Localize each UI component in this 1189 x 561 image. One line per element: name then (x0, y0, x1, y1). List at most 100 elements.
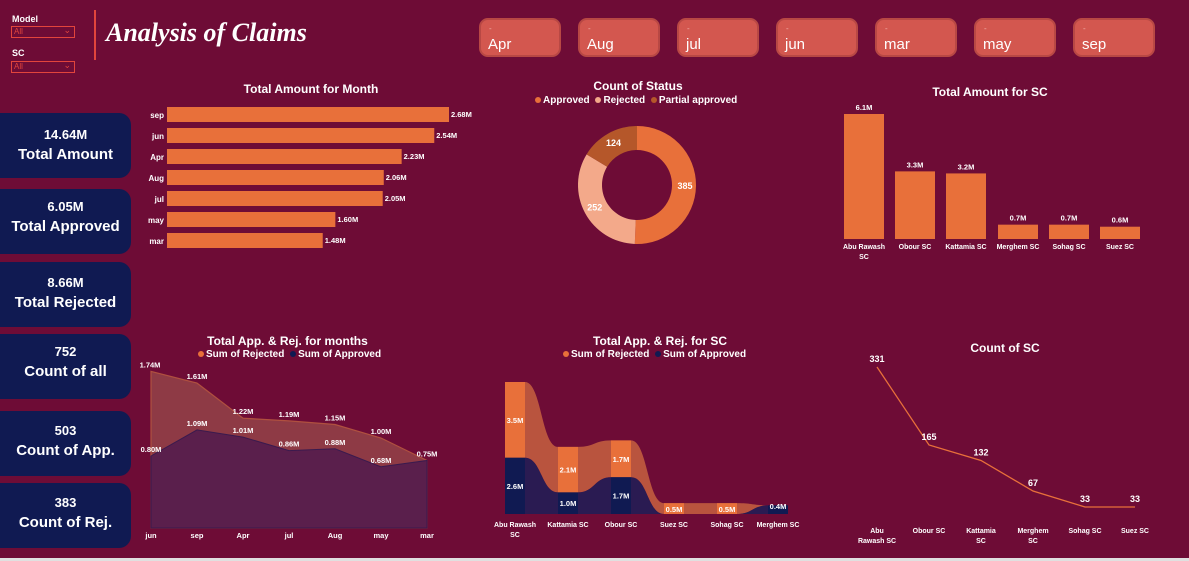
legend-rejected: Rejected (603, 95, 646, 106)
bar (167, 233, 323, 248)
tick-label: Apr (237, 531, 250, 540)
tick-label: Abu Rawash (843, 244, 885, 251)
slice-label: 124 (606, 138, 621, 148)
tick-label: Obour SC (605, 522, 638, 529)
tick-label: jun (151, 132, 164, 141)
model-filter-value: All (14, 27, 23, 36)
bar-approved (611, 477, 631, 514)
month-button-mar[interactable]: - mar (875, 18, 957, 57)
bar-rejected (505, 382, 525, 458)
tick-label: may (148, 216, 165, 225)
tick-label: SC (1028, 538, 1038, 545)
chart-title-app-rej-sc: Total App. & Rej. for SC (593, 334, 727, 348)
data-label: 1.09M (187, 419, 208, 428)
month-button-label: Apr (488, 36, 512, 53)
bar (844, 114, 884, 239)
tick-label: may (373, 531, 389, 540)
chart-title-status: Count of Status (593, 79, 683, 93)
bar-rejected (611, 440, 631, 478)
month-button-sep[interactable]: - sep (1073, 18, 1155, 57)
month-button-jul[interactable]: - jul (677, 18, 759, 57)
slice (586, 126, 637, 167)
bar-approved (558, 492, 578, 514)
data-label: 67 (1028, 478, 1038, 488)
data-label: 0.75M (417, 450, 438, 459)
chart-title-amount-month: Total Amount for Month (243, 82, 379, 96)
data-label: 0.86M (279, 440, 300, 449)
data-label: 2.1M (560, 466, 577, 475)
legend-sum-approved: Sum of Approved (663, 349, 747, 360)
data-label: 1.00M (371, 427, 392, 436)
model-filter-select[interactable]: All ⌄ (11, 25, 75, 38)
tick-label: Apr (150, 153, 164, 162)
bar (167, 191, 383, 206)
data-label: 0.7M (1010, 214, 1027, 223)
kpi-label: Total Rejected (14, 294, 117, 311)
bar (946, 173, 986, 239)
slice-label: 252 (587, 203, 602, 213)
tick-label: Suez SC (1121, 528, 1149, 535)
tick-label: sep (191, 531, 204, 540)
tick-label: SC (510, 532, 520, 539)
data-label: 2.68M (451, 110, 472, 119)
kpi-value: 14.64M (43, 127, 88, 142)
data-label: 0.5M (719, 505, 736, 514)
sc-filter-value: All (14, 62, 23, 71)
bar-rejected (558, 446, 578, 493)
data-label: 2.6M (507, 482, 524, 491)
tick-label: Kattamia SC (547, 522, 588, 529)
kpi-count-of-app: 503 Count of App. (0, 411, 131, 476)
kpi-count-of-all: 752 Count of all (0, 334, 131, 399)
bar (1049, 224, 1089, 239)
legend-partial-approved: Partial approved (658, 95, 738, 106)
legend-approved: Approved (543, 95, 590, 106)
data-label: 6.1M (856, 103, 873, 112)
tick-label: Sohag SC (710, 522, 743, 529)
data-label: 1.0M (560, 499, 577, 508)
bar-approved (768, 505, 788, 514)
chevron-down-icon: ⌄ (63, 60, 71, 70)
legend-sum-rejected: Sum of Rejected (571, 349, 650, 360)
month-button-jun[interactable]: - jun (776, 18, 858, 57)
chart-title-count-sc: Count of SC (970, 341, 1040, 355)
tick-label: Rawash SC (858, 538, 896, 545)
kpi-label: Total Amount (18, 146, 113, 163)
bar (167, 149, 402, 164)
bar (1100, 226, 1140, 239)
model-filter-label: Model (12, 14, 38, 24)
tick-label: Suez SC (660, 522, 688, 529)
button-dash: - (588, 24, 591, 33)
series-line (876, 366, 1135, 508)
sc-filter-select[interactable]: All ⌄ (11, 60, 75, 73)
tick-label: Obour SC (899, 244, 932, 251)
kpi-value: 6.05M (47, 199, 84, 214)
tick-label: SC (859, 254, 869, 261)
tick-label: jul (154, 195, 164, 204)
bar-rejected (717, 503, 737, 514)
data-label: 1.15M (325, 414, 346, 423)
data-label: 1.60M (337, 215, 358, 224)
data-label: 1.48M (325, 236, 346, 245)
data-label: 331 (869, 354, 884, 364)
tick-label: Kattamia SC (945, 244, 986, 251)
month-button-aug[interactable]: - Aug (578, 18, 660, 57)
bar (167, 170, 384, 185)
month-button-label: jul (686, 36, 702, 53)
tick-label: Aug (148, 174, 164, 183)
data-label: 1.22M (233, 407, 254, 416)
button-dash: - (984, 24, 987, 33)
kpi-total-approved: 6.05M Total Approved (0, 189, 131, 254)
tick-label: sep (150, 111, 164, 120)
month-button-may[interactable]: - may (974, 18, 1056, 57)
data-label: 1.7M (613, 492, 630, 501)
tick-label: Sohag SC (1068, 528, 1101, 535)
month-button-apr[interactable]: - Apr (479, 18, 561, 57)
tick-label: mar (149, 237, 164, 246)
sc-legend: Sum of Rejected Sum of Approved (560, 349, 746, 360)
bar-rejected (664, 503, 684, 514)
tick-label: mar (420, 531, 434, 540)
tick-label: Merghem SC (997, 244, 1040, 251)
legend-sum-rejected: Sum of Rejected (206, 349, 285, 360)
data-label: 3.3M (907, 160, 924, 169)
tick-label: Merghem SC (757, 522, 800, 529)
